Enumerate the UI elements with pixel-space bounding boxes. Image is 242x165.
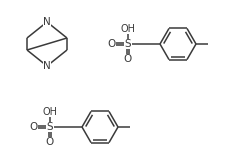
Text: O: O	[124, 54, 132, 64]
Text: OH: OH	[121, 24, 136, 34]
Text: N: N	[43, 17, 51, 27]
Text: OH: OH	[43, 107, 58, 117]
Text: S: S	[47, 122, 53, 132]
Text: O: O	[46, 137, 54, 147]
Text: O: O	[108, 39, 116, 49]
Text: S: S	[125, 39, 131, 49]
Text: O: O	[30, 122, 38, 132]
Text: N: N	[43, 61, 51, 71]
